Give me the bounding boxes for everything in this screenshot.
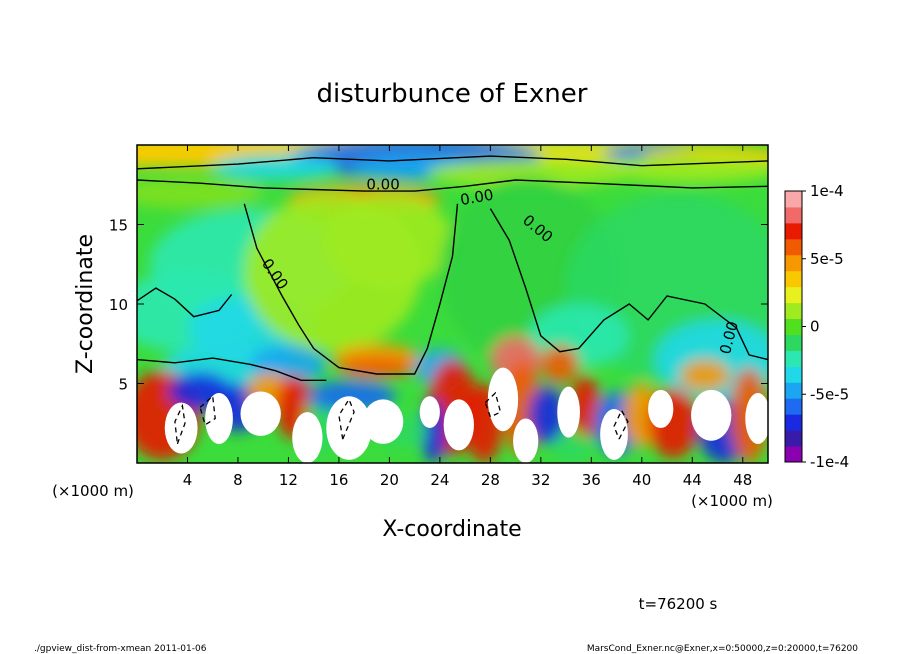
saturated-region [443, 399, 474, 451]
y-tick-label: 15 [109, 217, 128, 235]
contour-line-negative [613, 409, 629, 440]
time-label: t=76200 s [639, 595, 718, 613]
zero-contours [137, 155, 768, 445]
chart-title: disturbunce of Exner [317, 79, 588, 109]
x-tick-label: 12 [279, 471, 298, 489]
x-tick-label: 8 [233, 471, 243, 489]
saturated-region [292, 412, 323, 463]
colorbar-tick-label: 0 [810, 318, 820, 336]
saturated-region [362, 399, 404, 444]
x-tick-label: 40 [632, 471, 651, 489]
x-tick-label: 4 [183, 471, 193, 489]
contour-label: 0.00 [366, 176, 399, 194]
contour-line-negative [484, 391, 502, 418]
colorbar-swatch [785, 222, 802, 240]
y-tick-label: 5 [118, 376, 128, 394]
y-unit-label: (×1000 m) [52, 482, 134, 500]
contour-line [137, 357, 327, 381]
colorbar-swatch [785, 206, 802, 224]
contour-label: 0.00 [459, 186, 495, 210]
colorbar-swatch [785, 270, 802, 288]
saturated-region [326, 396, 372, 460]
colorbar-swatch [785, 334, 802, 351]
x-axis-title: X-coordinate [382, 517, 521, 542]
colorbar-swatch [785, 318, 802, 335]
colorbar-swatch [785, 414, 802, 431]
saturated-region [240, 391, 281, 436]
saturated-region [557, 386, 580, 438]
y-tick-label: 10 [109, 296, 128, 314]
x-tick-label: 16 [329, 471, 348, 489]
contour-line-negative [338, 397, 355, 440]
contour-line [137, 155, 768, 170]
colorbar-swatch [785, 238, 802, 256]
colorbar-swatch [785, 382, 802, 399]
saturated-region [513, 418, 539, 463]
saturated-region [164, 402, 198, 454]
colorbar-tick-label: -5e-5 [810, 385, 849, 403]
x-axis: 4 8 12 16 20 24 28 32 36 40 44 48 [183, 145, 752, 489]
x-tick-label: 24 [430, 471, 449, 489]
x-tick-label: 32 [531, 471, 550, 489]
contour-line [489, 208, 768, 361]
colorbar-swatch [785, 366, 802, 383]
contour-line [243, 203, 459, 375]
contour-line-negative [174, 403, 186, 445]
colorbar-swatch [785, 350, 802, 367]
saturated-region [205, 393, 233, 444]
footer-right: MarsCond_Exner.nc@Exner,x=0:50000,z=0:20… [587, 644, 858, 654]
footer-left: ./gpview_dist-from-xmean 2011-01-06 [34, 644, 207, 654]
saturated-region [487, 367, 519, 432]
colorbar-swatch [785, 398, 802, 415]
saturated-region [419, 396, 440, 429]
contour-line-negative [199, 394, 216, 426]
saturated-regions [164, 367, 768, 463]
colorbar-swatch [785, 446, 802, 463]
plot-area: 0.000.000.000.000.00 [136, 144, 769, 464]
x-unit-label: (×1000 m) [691, 492, 773, 510]
x-tick-label: 28 [481, 471, 500, 489]
colorbar-swatch [785, 430, 802, 447]
contour-line [137, 287, 233, 318]
colorbar-tick-label: -1e-4 [810, 453, 849, 471]
x-tick-label: 20 [380, 471, 399, 489]
saturated-region [648, 389, 674, 429]
colorbar-tick-label: 5e-5 [810, 250, 844, 268]
contour-line [137, 179, 768, 192]
colorbar-swatch [785, 286, 802, 304]
colorbar-swatch [785, 191, 802, 208]
colorbar: 1e-4 5e-5 0 -5e-5 -1e-4 [784, 182, 849, 471]
saturated-region [745, 393, 768, 444]
y-axis: 5 10 15 [109, 217, 768, 394]
colorbar-swatch [785, 254, 802, 272]
x-tick-label: 36 [582, 471, 601, 489]
x-tick-label: 44 [683, 471, 702, 489]
y-axis-title: Z-coordinate [73, 234, 98, 374]
color-field [137, 145, 768, 463]
saturated-region [600, 408, 628, 460]
colorbar-tick-label: 1e-4 [810, 182, 844, 200]
x-tick-label: 48 [733, 471, 752, 489]
saturated-region [691, 389, 732, 441]
colorbar-swatch [785, 302, 802, 320]
